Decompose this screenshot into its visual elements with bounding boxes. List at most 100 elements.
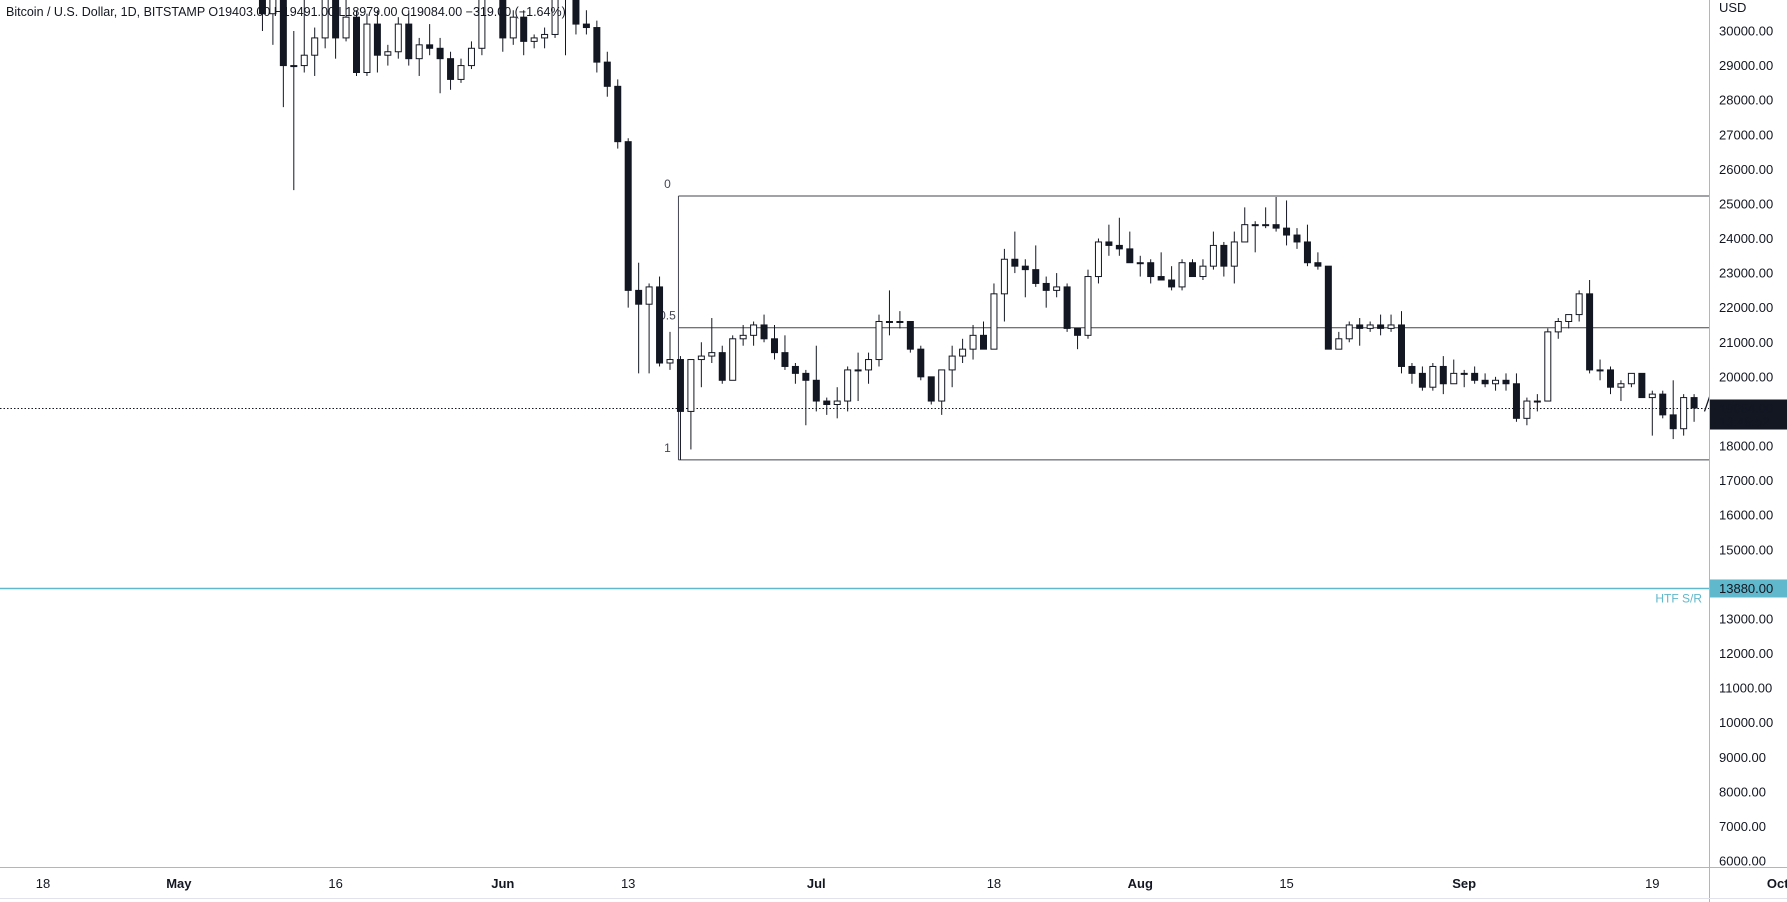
candle-body [509, 16, 517, 39]
candle-body [353, 16, 360, 73]
candle-body [635, 289, 643, 305]
price-tick-label: 13000.00 [1719, 611, 1773, 626]
price-tick-label: 18000.00 [1719, 439, 1773, 454]
price-axis-bg [1709, 0, 1787, 902]
candle-body [854, 369, 862, 372]
candle-body [718, 352, 726, 381]
candle-body [436, 47, 444, 60]
time-tick-label: Jul [807, 876, 826, 891]
candle-body [697, 355, 705, 361]
candle-body [499, 0, 507, 39]
candle-body [1147, 262, 1155, 278]
candle-body [1324, 265, 1332, 350]
candle-body [729, 338, 737, 381]
candle-body [927, 376, 935, 402]
time-tick-label: 19 [1645, 876, 1659, 891]
header-symbol: Bitcoin / U.S. Dollar [6, 5, 114, 19]
candle-body [1000, 258, 1008, 295]
candle-body [415, 44, 423, 60]
price-tick-label: 12000.00 [1719, 646, 1773, 661]
price-tick-label: 7000.00 [1719, 819, 1766, 834]
candle-body [394, 23, 402, 53]
candle-body [1178, 262, 1186, 288]
candle-body [1596, 369, 1604, 372]
last-price-badge [1710, 399, 1787, 430]
candle-body [290, 65, 298, 68]
candle-body [1136, 262, 1144, 265]
candle-body [530, 37, 538, 42]
time-tick-label: 16 [328, 876, 342, 891]
price-tick-label: 20000.00 [1719, 369, 1773, 384]
fib-level-label: 0 [664, 177, 671, 191]
candle-body [1168, 279, 1176, 288]
time-tick-label: Aug [1128, 876, 1153, 891]
header-exchange: BITSTAMP [143, 5, 205, 19]
candle-body [1471, 372, 1479, 381]
candle-body [1512, 383, 1520, 419]
fib-level-label: 0.5 [659, 309, 676, 323]
candle-body [885, 321, 893, 323]
candle-body [1053, 286, 1061, 291]
price-tick-label: 16000.00 [1719, 508, 1773, 523]
price-axis-currency: USD [1719, 0, 1746, 15]
candle-body [687, 359, 695, 412]
candle-body [1303, 241, 1311, 264]
candle-body [1115, 244, 1123, 250]
candle-body [812, 379, 820, 402]
candle-body [1314, 262, 1322, 267]
time-tick-label: Jun [491, 876, 514, 891]
candle-body [1617, 383, 1625, 388]
candle-body [1335, 338, 1343, 350]
horizontal-lines: 0 0.5 1 HTF S/R [0, 177, 1709, 605]
candle-body [603, 61, 611, 87]
header-interval: 1D [120, 5, 137, 19]
price-tick-label: 24000.00 [1719, 231, 1773, 246]
price-tick-label: 26000.00 [1719, 162, 1773, 177]
candle-body [1272, 224, 1280, 229]
time-tick-label: 18 [987, 876, 1001, 891]
candle-body [750, 324, 758, 336]
time-tick-label: Sep [1452, 876, 1476, 891]
candle-body [1460, 372, 1468, 375]
candle-body [656, 286, 664, 364]
candle-body [645, 286, 653, 305]
candle-body [1230, 241, 1238, 267]
price-tick-label: 17000.00 [1719, 473, 1773, 488]
candle-body [959, 348, 967, 357]
candle-body [363, 23, 371, 74]
header-low: L18979.00 [338, 5, 398, 19]
candle-body [1607, 369, 1614, 388]
candle-body [980, 334, 987, 350]
candle-body [1283, 227, 1291, 236]
candle-body [300, 54, 308, 67]
candle-body [865, 359, 873, 371]
candle-body [896, 321, 904, 323]
candle-body [478, 0, 486, 49]
candle-body [269, 0, 277, 15]
header-open: O19403.00 [208, 5, 271, 19]
candle-body [1481, 379, 1489, 385]
last-price-label: 19084.00 [1719, 401, 1773, 416]
candle-body [739, 334, 747, 340]
candle-body [1439, 365, 1447, 385]
candle-body [1690, 397, 1698, 409]
candle-body [1544, 331, 1552, 402]
candle-body [1659, 393, 1667, 416]
candle-body [1575, 293, 1583, 316]
candle-body [373, 23, 381, 56]
candle-body [1398, 324, 1405, 367]
candle-body [447, 58, 455, 80]
candle-body [1021, 265, 1029, 271]
candle-body [1356, 324, 1364, 329]
candle-body [1627, 372, 1635, 385]
candle-body [1366, 324, 1374, 329]
header-high: H19491.00 [273, 5, 335, 19]
candle-body [1345, 324, 1353, 340]
candle-body [321, 0, 329, 39]
candle-body [1199, 265, 1207, 278]
candle-body [1554, 321, 1562, 333]
candle-body [990, 293, 998, 350]
time-tick-label: 13 [621, 876, 635, 891]
